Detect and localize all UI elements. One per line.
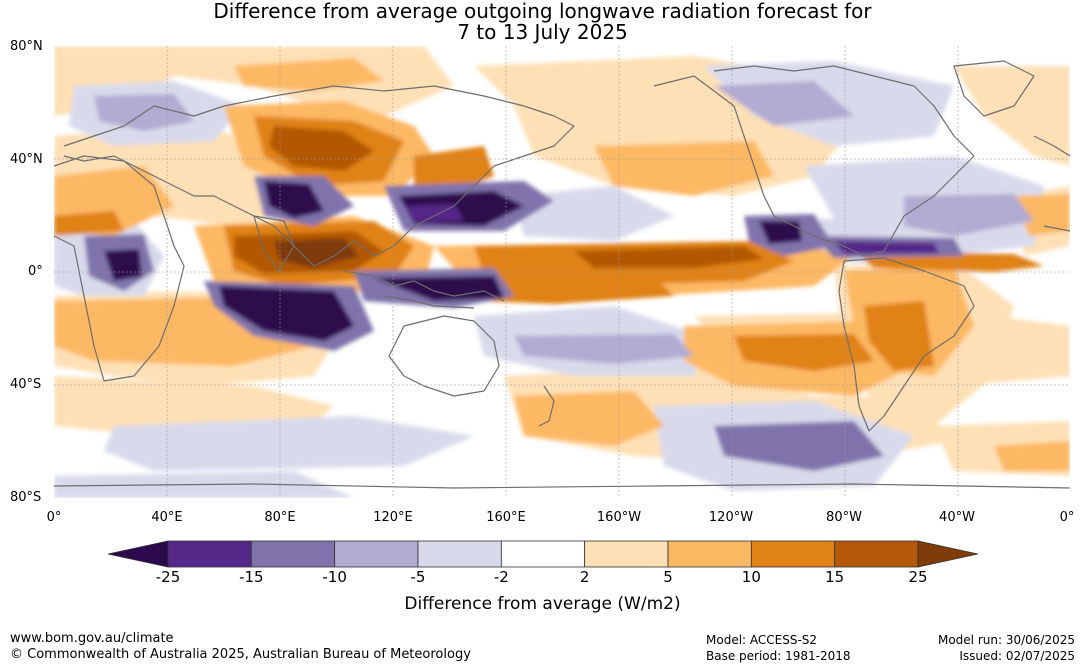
lon-label-40w: 40°W — [939, 510, 975, 525]
footer-base-period: Base period: 1981-2018 — [706, 649, 851, 663]
footer-copyright: © Commonwealth of Australia 2025, Austra… — [10, 647, 471, 662]
graticule — [54, 46, 1070, 498]
lat-label-80n: 80°N — [10, 39, 43, 54]
footer-issued: Issued: 02/07/2025 — [959, 649, 1075, 663]
colorbar-swatch — [500, 540, 586, 568]
colorbar-swatch — [584, 540, 669, 568]
footer-model: Model: ACCESS-S2 — [706, 633, 818, 647]
lat-label-equator: 0° — [28, 264, 43, 279]
lat-label-40n: 40°N — [10, 152, 43, 167]
coastlines — [54, 60, 1070, 489]
colorbar — [107, 540, 979, 572]
colorbar-tick-label: -5 — [410, 568, 426, 586]
lon-label-80w: 80°W — [826, 510, 862, 525]
colorbar-tick-label: -10 — [322, 568, 347, 586]
olr-anomaly-map — [54, 46, 1070, 498]
lon-label-0-right: 0° — [1059, 510, 1075, 525]
lon-label-120w: 120°W — [708, 510, 754, 525]
colorbar-tick-label: -15 — [239, 568, 264, 586]
colorbar-tick-label: -25 — [155, 568, 181, 586]
colorbar-tick-label: -2 — [493, 568, 509, 586]
colorbar-arrow-low — [107, 540, 169, 568]
colorbar-swatch — [750, 540, 836, 568]
colorbar-tick-label: 15 — [825, 568, 845, 586]
map-title-line-1: Difference from average outgoing longwav… — [213, 0, 872, 23]
lon-label-80e: 80°E — [264, 510, 296, 525]
colorbar-tick-label: 10 — [741, 568, 761, 586]
colorbar-swatch — [250, 540, 336, 568]
lat-label-40s: 40°S — [10, 377, 42, 392]
colorbar-swatch — [834, 540, 919, 568]
colorbar-arrow-high — [917, 540, 979, 568]
colorbar-swatch — [334, 540, 419, 568]
lat-label-80s: 80°S — [10, 490, 42, 505]
lon-label-160w: 160°W — [596, 510, 642, 525]
colorbar-tick-label: 5 — [663, 568, 673, 586]
colorbar-tick-label: 25 — [908, 568, 928, 586]
lon-label-0-left: 0° — [46, 510, 62, 525]
anomaly-shading — [54, 46, 1070, 498]
footer-model-run: Model run: 30/06/2025 — [937, 633, 1075, 647]
colorbar-swatch — [667, 540, 752, 568]
colorbar-title: Difference from average (W/m2) — [404, 594, 681, 614]
colorbar-swatch — [167, 540, 252, 568]
colorbar-tick-label: 2 — [579, 568, 590, 586]
lon-label-160e: 160°E — [486, 510, 526, 525]
footer-url: www.bom.gov.au/climate — [10, 631, 174, 646]
colorbar-swatch — [417, 540, 502, 568]
map-title-line-2: 7 to 13 July 2025 — [457, 20, 628, 44]
lon-label-120e: 120°E — [373, 510, 413, 525]
lon-label-40e: 40°E — [151, 510, 183, 525]
